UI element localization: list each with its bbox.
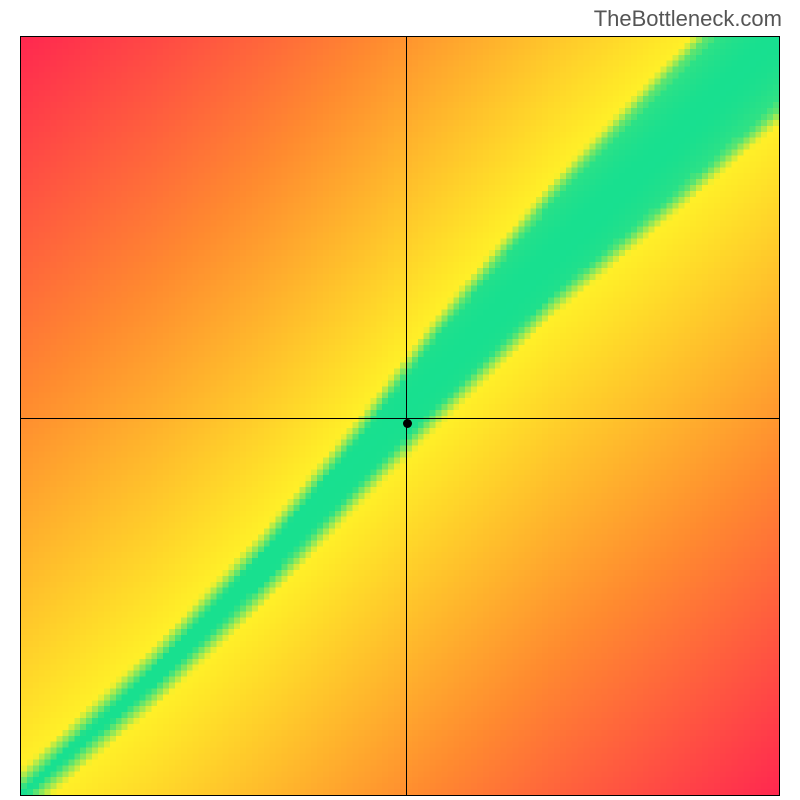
chart-container: TheBottleneck.com [0,0,800,800]
heatmap-canvas [21,37,779,795]
watermark-text: TheBottleneck.com [594,6,782,32]
crosshair-horizontal [21,418,779,419]
heatmap-plot [20,36,780,796]
crosshair-vertical [406,37,407,795]
